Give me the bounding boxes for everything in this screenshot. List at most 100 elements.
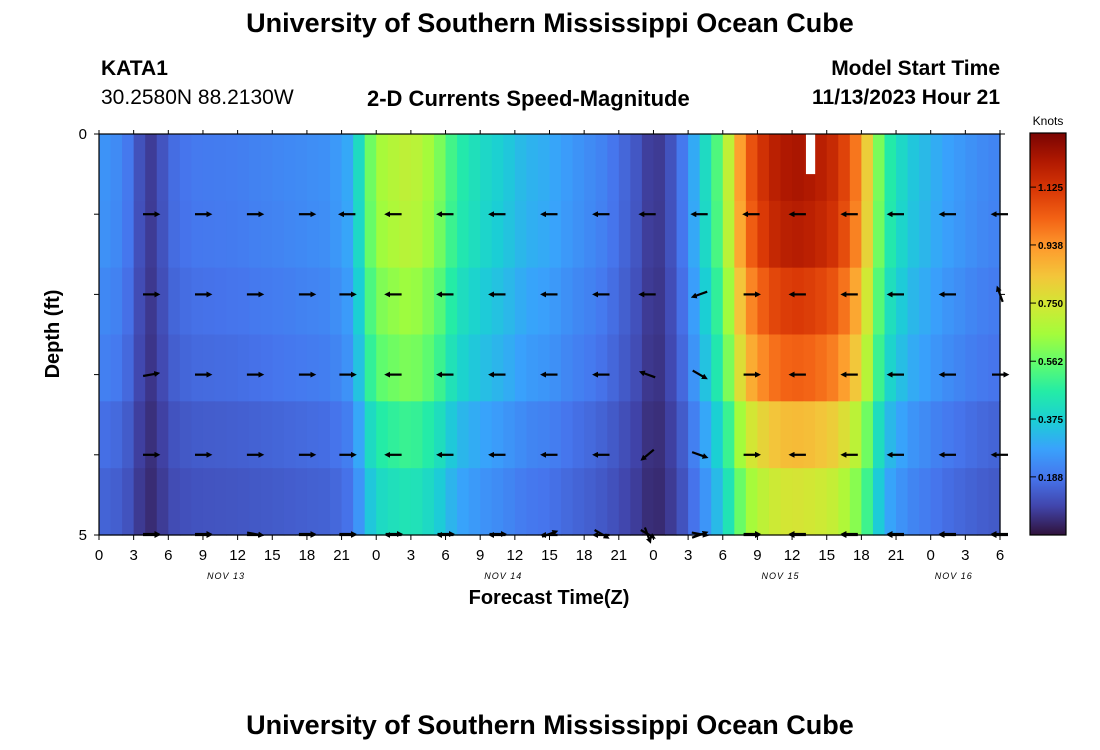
heatmap-cell (283, 334, 296, 402)
heatmap-cell (653, 468, 666, 536)
heatmap-cell (110, 334, 123, 402)
heatmap-cell (422, 200, 435, 269)
heatmap-cell (618, 334, 631, 402)
heatmap-cell (318, 134, 331, 202)
heatmap-cell (768, 468, 782, 536)
x-tick-label: 0 (927, 547, 935, 564)
heatmap-cell (919, 134, 932, 202)
heatmap-cell (249, 267, 262, 336)
heatmap-cell (156, 334, 169, 402)
x-tick-label: 15 (818, 547, 835, 564)
heatmap-cell (630, 200, 643, 269)
heatmap-cell (503, 134, 516, 202)
heatmap-cell (537, 334, 551, 402)
current-arrow (638, 370, 656, 379)
heatmap-cell (156, 468, 169, 536)
current-arrow (640, 448, 655, 461)
heatmap-cell (468, 134, 481, 202)
heatmap-cell (122, 200, 135, 269)
heatmap-cell (364, 200, 377, 269)
heatmap-cell (838, 401, 851, 469)
heatmap-cell (306, 468, 320, 536)
heatmap-cell (572, 134, 585, 202)
heatmap-cell (526, 134, 539, 202)
heatmap-cell (353, 134, 366, 202)
heatmap-cell (410, 134, 424, 202)
heatmap-cell (884, 134, 897, 202)
heatmap-cell (803, 334, 816, 402)
heatmap-cell (861, 200, 874, 269)
heatmap-cell (549, 134, 562, 202)
heatmap-cell (665, 334, 678, 402)
x-tick-label: 18 (853, 547, 870, 564)
axes: 0 3 6 9 12 15 18 21 0 3 6 9 12 15 18 21 0 3 6 9 12 15 18 21 0 3 6 N… (79, 126, 1005, 581)
heatmap-cell (214, 401, 227, 469)
heatmap-cell (942, 468, 955, 536)
colorbar: Knots 0.188 0.375 0.562 0.750 0.938 1.125 (1029, 114, 1067, 536)
heatmap-cell (699, 334, 712, 402)
heatmap-cell (607, 200, 620, 269)
heatmap-cell (156, 267, 169, 336)
heatmap-cell (745, 401, 759, 469)
heatmap-cell (133, 401, 146, 469)
heatmap-cell (803, 468, 816, 536)
heatmap-cell (607, 134, 620, 202)
heatmap-cell (306, 267, 320, 336)
heatmap-cell (780, 267, 793, 336)
heatmap-cell (803, 200, 816, 269)
heatmap-cell (572, 200, 585, 269)
heatmap-cell (341, 401, 354, 469)
heatmap-cell (272, 334, 285, 402)
heatmap-cell (445, 468, 458, 536)
heatmap-cell (953, 134, 966, 202)
heatmap-cell (792, 267, 805, 336)
heatmap-cell (549, 334, 562, 402)
heatmap-cell (641, 334, 655, 402)
heatmap-cell (849, 468, 862, 536)
x-tick-label: 15 (541, 547, 558, 564)
heatmap-cell (110, 401, 123, 469)
model-start-value: 11/13/2023 Hour 21 (812, 86, 1000, 109)
heatmap-cell (584, 134, 597, 202)
x-tick-label: 18 (299, 547, 316, 564)
heatmap-cell (641, 200, 655, 269)
heatmap-cell (410, 468, 424, 536)
heatmap-cell (930, 200, 943, 269)
heatmap-cell (699, 267, 712, 336)
heatmap-cell (584, 200, 597, 269)
heatmap-cell (191, 468, 204, 536)
heatmap-cell (676, 468, 689, 536)
heatmap-cell (745, 200, 759, 269)
heatmap-cell (988, 401, 1001, 469)
heatmap-cell (260, 334, 273, 402)
heatmap-cell (110, 267, 123, 336)
heatmap-cell (503, 468, 516, 536)
heatmap-cell (341, 134, 354, 202)
heatmap-cell (179, 134, 193, 202)
heatmap-cell (618, 134, 631, 202)
heatmap-cell (433, 134, 447, 202)
heatmap-cell (526, 200, 539, 269)
heatmap-cell (433, 200, 447, 269)
heatmap-cell (295, 468, 308, 536)
heatmap-cell (826, 401, 839, 469)
heatmap-cell (930, 267, 943, 336)
heatmap-cell (514, 267, 527, 336)
x-tick-label: 3 (684, 547, 692, 564)
colorbar-tick-label: 0.938 (1038, 241, 1063, 252)
heatmap-cell (676, 200, 689, 269)
heatmap-cell (179, 401, 193, 469)
heatmap-cell (457, 468, 470, 536)
heatmap-cell (711, 134, 724, 202)
heatmap-cell (792, 334, 805, 402)
heatmap-cell (514, 134, 527, 202)
heatmap-cell (422, 401, 435, 469)
heatmap-cell (768, 134, 782, 202)
heatmap-cell (202, 134, 216, 202)
heatmap-cell (214, 334, 227, 402)
heatmap-cell (872, 334, 886, 402)
heatmap-cell (156, 134, 169, 202)
heatmap-cell (122, 334, 135, 402)
heatmap-cell (549, 401, 562, 469)
